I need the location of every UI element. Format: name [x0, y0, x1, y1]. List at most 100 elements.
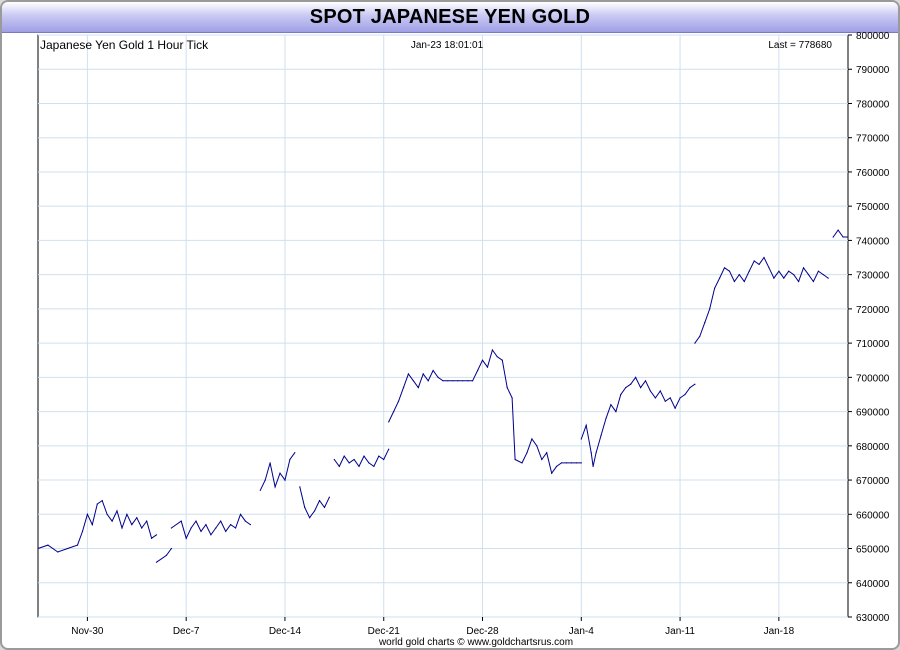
- data-point: [333, 458, 335, 461]
- data-point: [556, 465, 558, 467]
- y-tick-label: 800000: [856, 31, 890, 42]
- data-point: [689, 387, 691, 389]
- data-point: [239, 513, 242, 515]
- data-point: [378, 455, 380, 457]
- data-point: [141, 527, 143, 529]
- data-point: [195, 520, 197, 522]
- data-point: [674, 407, 676, 409]
- data-point: [486, 366, 489, 368]
- last-price-label: Last = 778680: [768, 40, 832, 51]
- data-point: [393, 411, 395, 413]
- data-point: [511, 397, 513, 399]
- data-point: [709, 308, 711, 310]
- data-point: [798, 280, 800, 283]
- data-point: [753, 260, 755, 262]
- data-point: [309, 517, 311, 519]
- data-point: [514, 458, 516, 461]
- data-point: [165, 554, 167, 557]
- data-point: [47, 544, 49, 546]
- data-point: [728, 270, 731, 272]
- y-tick-label: 680000: [856, 442, 890, 453]
- data-point: [323, 506, 326, 508]
- x-tick-label: Nov-30: [71, 626, 104, 637]
- x-tick-label: Jan-11: [665, 626, 695, 637]
- data-point: [402, 387, 405, 389]
- data-point: [328, 496, 330, 498]
- data-point: [81, 530, 84, 533]
- data-point: [452, 380, 454, 382]
- y-tick-label: 760000: [856, 168, 890, 179]
- data-point: [383, 458, 385, 461]
- price-line-segment: [694, 256, 829, 344]
- data-point: [57, 551, 59, 553]
- data-point: [170, 547, 172, 550]
- data-point: [155, 534, 158, 536]
- data-point: [768, 267, 770, 269]
- data-point: [284, 479, 286, 481]
- y-tick-label: 780000: [856, 99, 890, 110]
- y-tick-label: 700000: [856, 373, 890, 384]
- data-point: [560, 462, 563, 464]
- data-point: [827, 277, 829, 279]
- data-point: [412, 380, 414, 382]
- data-point: [190, 527, 192, 529]
- data-point: [580, 462, 582, 464]
- data-point: [778, 270, 780, 272]
- y-axis: 800000 790000 780000 770000 760000 750000 7400…: [848, 31, 890, 624]
- y-tick-label: 720000: [856, 305, 890, 316]
- data-point: [358, 465, 360, 467]
- data-point: [244, 520, 246, 522]
- y-tick-label: 660000: [856, 510, 890, 521]
- data-point: [437, 376, 439, 378]
- data-point: [210, 534, 212, 536]
- data-point: [743, 280, 745, 283]
- data-point: [842, 236, 844, 238]
- data-point: [635, 376, 637, 378]
- data-point: [314, 510, 316, 512]
- y-tick-label: 670000: [856, 476, 890, 487]
- data-point: [170, 527, 172, 529]
- y-tick-label: 710000: [856, 339, 890, 350]
- data-point: [343, 455, 345, 457]
- data-point: [506, 387, 508, 389]
- x-tick-label: Jan-4: [569, 626, 594, 637]
- data-point: [388, 421, 390, 423]
- data-point: [225, 530, 227, 533]
- data-point: [338, 465, 340, 467]
- data-point: [625, 387, 627, 389]
- data-point: [37, 547, 39, 550]
- data-point: [837, 229, 839, 231]
- data-point: [501, 359, 503, 361]
- data-point: [817, 270, 820, 272]
- y-tick-label: 790000: [856, 65, 890, 76]
- data-point: [551, 472, 553, 474]
- chart-subtitle: Japanese Yen Gold 1 Hour Tick: [40, 38, 209, 52]
- data-point: [585, 424, 587, 426]
- x-tick-label: Jan-18: [764, 626, 795, 637]
- data-point: [101, 500, 103, 502]
- data-point: [723, 267, 726, 269]
- data-point: [279, 472, 281, 474]
- data-point: [575, 462, 578, 464]
- data-point: [368, 462, 370, 464]
- grid: [38, 34, 848, 618]
- data-point: [733, 280, 736, 283]
- data-point: [615, 411, 617, 413]
- data-point: [289, 458, 291, 461]
- data-point: [467, 380, 469, 382]
- data-point: [121, 527, 123, 529]
- data-point: [318, 500, 321, 502]
- data-point: [353, 458, 355, 461]
- data-point: [447, 380, 449, 382]
- data-point: [432, 369, 434, 372]
- data-point: [536, 445, 538, 447]
- data-point: [694, 383, 696, 385]
- title-bar: SPOT JAPANESE YEN GOLD: [2, 2, 898, 33]
- data-point: [748, 270, 750, 272]
- data-point: [373, 465, 375, 467]
- data-point: [773, 277, 775, 279]
- data-point: [146, 520, 148, 522]
- footer-credit: world gold charts © www.goldchartsrus.co…: [378, 637, 573, 648]
- data-point: [704, 322, 706, 324]
